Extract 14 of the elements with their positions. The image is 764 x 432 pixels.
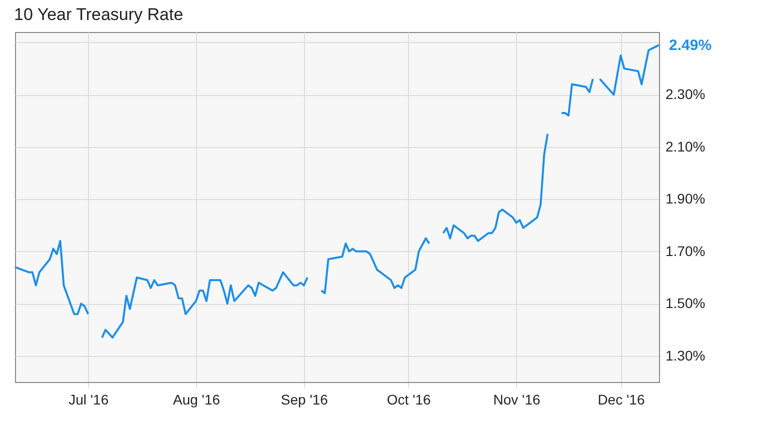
x-tick-label: Dec '16	[598, 392, 645, 408]
annotation: 2.49%	[669, 37, 712, 54]
y-tick-label: 1.90%	[666, 190, 706, 207]
y-tick-label: 1.50%	[666, 295, 706, 312]
chart-title: 10 Year Treasury Rate	[14, 5, 184, 24]
x-tick-label: Jul '16	[68, 392, 109, 408]
x-tick-label: Aug '16	[172, 392, 220, 408]
y-tick-label: 2.10%	[666, 138, 706, 154]
x-tick-label: Nov '16	[493, 392, 541, 408]
y-tick-label: 1.70%	[666, 242, 706, 259]
y-tick-label: 2.30%	[666, 86, 706, 102]
x-tick-label: Oct '16	[386, 392, 432, 408]
x-tick-label: Sep '16	[280, 392, 328, 408]
y-tick-label: 1.30%	[666, 347, 706, 364]
